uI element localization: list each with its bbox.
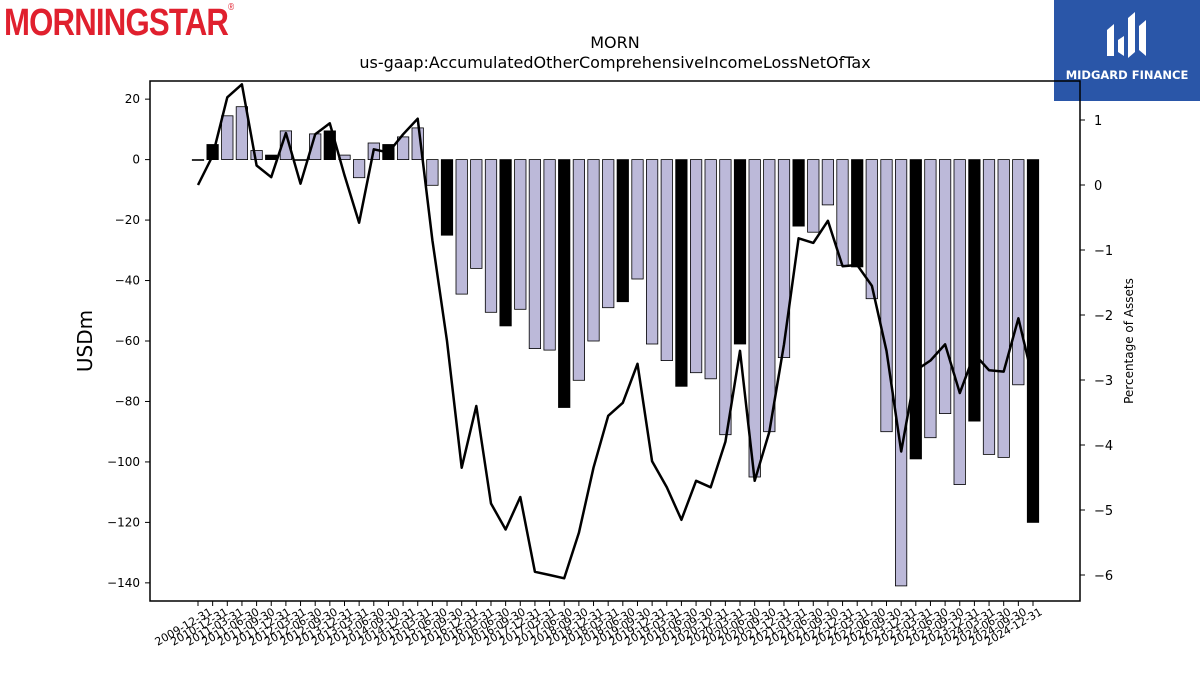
y-tick-label: −20 — [115, 213, 140, 227]
bar — [543, 159, 556, 351]
bar — [690, 159, 703, 374]
bar — [895, 159, 908, 587]
y-tick-label: 20 — [125, 92, 140, 106]
bar — [865, 159, 878, 300]
bar — [675, 159, 688, 387]
bar — [352, 159, 366, 179]
bar — [191, 159, 205, 161]
bar — [733, 159, 747, 345]
y2-tick-label: −3 — [1094, 374, 1113, 389]
x-axis: 2009-12-312010-12-312011-03-312011-06-30… — [153, 601, 1045, 649]
bar — [279, 130, 293, 160]
bar — [440, 159, 454, 236]
y2-tick-label: −1 — [1094, 244, 1113, 259]
bar — [704, 159, 717, 380]
y-axis-left: 20 0 −20 −40 −60 −80 −100 −120 −140 — [107, 92, 150, 590]
y-axis-label: USDm — [73, 310, 97, 372]
bar — [939, 159, 952, 415]
bar — [514, 159, 527, 310]
y2-tick-label: 0 — [1094, 179, 1102, 194]
registered-mark: ® — [228, 2, 234, 13]
badge-text: MIDGARD FINANCE — [1065, 68, 1189, 82]
y-tick-label: −40 — [115, 274, 140, 288]
bar — [1026, 159, 1040, 523]
bar — [924, 159, 937, 439]
bar — [221, 115, 234, 161]
y2-tick-label: −2 — [1094, 309, 1113, 324]
bar — [587, 159, 600, 342]
chart-subtitle: us-gaap:AccumulatedOtherComprehensiveInc… — [359, 53, 870, 72]
y-tick-label: −60 — [115, 334, 140, 348]
bar — [763, 159, 776, 433]
bar — [235, 106, 248, 160]
bar — [499, 159, 512, 327]
y2-tick-label: −6 — [1094, 569, 1113, 584]
y2-tick-label: −5 — [1094, 504, 1113, 519]
y-tick-label: −100 — [107, 455, 140, 469]
bar — [1012, 159, 1025, 386]
bar — [616, 159, 629, 303]
y2-tick-label: −4 — [1094, 439, 1113, 454]
bar — [426, 159, 439, 186]
bar — [880, 159, 893, 433]
bar — [719, 159, 732, 436]
line-series — [196, 83, 1035, 580]
bar — [646, 159, 659, 345]
bar — [821, 159, 835, 206]
bar — [294, 159, 307, 161]
bar — [807, 159, 820, 233]
bar — [953, 159, 966, 486]
bar — [777, 159, 791, 359]
bar — [792, 159, 805, 227]
bar — [250, 150, 263, 161]
y2-axis-label: Percentage of Assets — [1122, 278, 1136, 404]
midgard-finance-badge: MIDGARD FINANCE — [1054, 0, 1200, 101]
bar — [484, 159, 498, 313]
bar — [748, 159, 761, 478]
midgard-logo-icon — [1107, 12, 1146, 58]
bar — [265, 154, 278, 161]
y-tick-label: 0 — [132, 153, 140, 167]
bar — [997, 159, 1010, 458]
y-tick-label: −140 — [107, 576, 140, 590]
morningstar-logo-text: MORNINGSTAR — [4, 2, 229, 44]
bar — [968, 159, 981, 422]
bar — [982, 159, 996, 455]
bar — [602, 159, 615, 309]
bar — [470, 159, 483, 269]
bar — [396, 136, 410, 160]
bar — [836, 159, 849, 266]
morningstar-logo: MORNINGSTAR® — [4, 2, 234, 45]
bar-series — [191, 106, 1040, 587]
bar — [558, 159, 571, 408]
y-tick-label: −120 — [107, 515, 140, 529]
y-axis-right: 1 0 −1 −2 −3 −4 −5 −6 — [1080, 114, 1113, 584]
bar — [851, 159, 864, 268]
pct-assets-line — [196, 83, 1035, 580]
bar — [909, 159, 922, 460]
bar — [631, 159, 644, 280]
y-tick-label: −80 — [115, 394, 140, 408]
bar — [572, 159, 586, 381]
bar — [455, 159, 468, 295]
y2-tick-label: 1 — [1094, 114, 1102, 129]
chart-title: MORN — [590, 33, 639, 52]
bar — [660, 159, 673, 362]
bar — [528, 159, 542, 350]
